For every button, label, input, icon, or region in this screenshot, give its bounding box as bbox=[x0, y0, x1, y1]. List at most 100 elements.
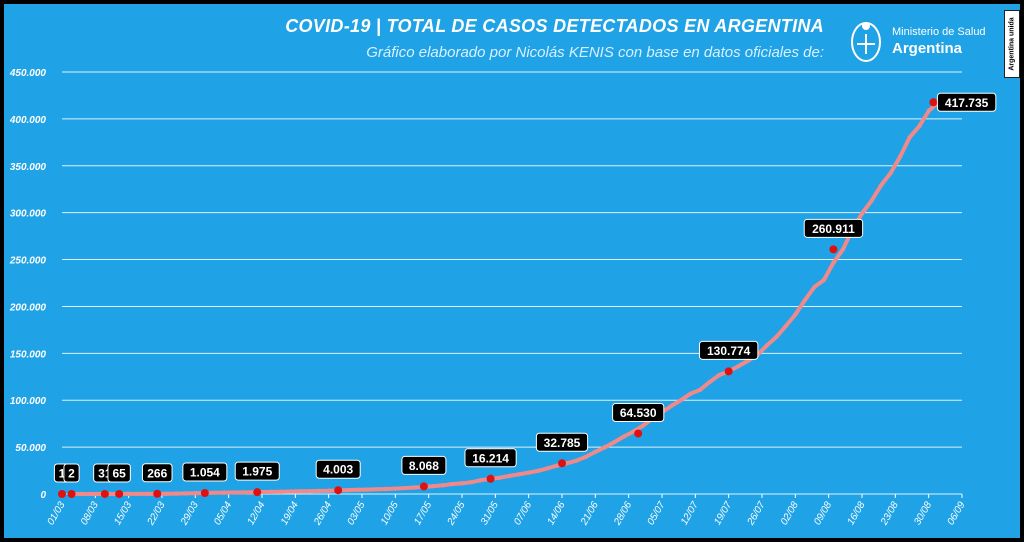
ministry-seal-icon bbox=[851, 22, 881, 62]
x-tick-label: 31/05 bbox=[479, 500, 501, 528]
marker-point bbox=[153, 489, 162, 498]
marker-point bbox=[419, 482, 428, 491]
series-point bbox=[907, 135, 912, 140]
series-point bbox=[593, 449, 598, 455]
data-label-text: 260.911 bbox=[812, 222, 855, 236]
series-point bbox=[793, 312, 798, 317]
series-point bbox=[469, 479, 474, 485]
y-tick-label: 150.000 bbox=[10, 349, 47, 360]
series-point bbox=[802, 297, 808, 303]
y-tick-label: 400.000 bbox=[9, 115, 47, 126]
series-layer bbox=[69, 100, 941, 497]
series-point bbox=[735, 364, 741, 369]
marker-point bbox=[558, 459, 566, 468]
x-tick-label: 06/09 bbox=[946, 500, 968, 528]
series-point bbox=[574, 458, 579, 463]
data-label-box bbox=[182, 462, 228, 482]
marker-point bbox=[634, 429, 643, 438]
series-point bbox=[78, 491, 84, 497]
data-label-text: 4.003 bbox=[323, 463, 353, 477]
series-point bbox=[355, 487, 360, 493]
y-tick-label: 250.000 bbox=[9, 256, 47, 267]
x-tick-label: 05/04 bbox=[212, 500, 234, 528]
y-tick-label: 50.000 bbox=[15, 443, 46, 454]
chart-subtitle: Gráfico elaborado por Nicolás KENIS con … bbox=[366, 44, 824, 61]
series-point bbox=[326, 488, 331, 493]
x-tick-label: 22/03 bbox=[145, 500, 168, 528]
series-point bbox=[812, 284, 817, 290]
series-point bbox=[431, 483, 436, 489]
y-axis-ticks: 0 50.000 100.000 150.000 200.000 250.000 300.0… bbox=[9, 68, 47, 501]
series-point bbox=[707, 379, 712, 385]
series-point bbox=[288, 489, 293, 494]
data-label-text: 8.068 bbox=[409, 459, 439, 473]
data-label-text: 1 bbox=[59, 466, 66, 480]
data-label-text: 32.785 bbox=[544, 436, 581, 450]
series-point bbox=[821, 277, 827, 283]
series-point bbox=[221, 490, 227, 495]
x-tick-label: 12/07 bbox=[679, 500, 701, 528]
y-tick-label: 100.000 bbox=[10, 396, 47, 407]
series-point bbox=[840, 247, 846, 252]
series-point bbox=[345, 487, 350, 493]
series-point bbox=[393, 486, 398, 491]
series-point bbox=[88, 491, 93, 497]
ministry-name: Ministerio de Salud bbox=[892, 26, 986, 38]
series-point bbox=[459, 481, 465, 486]
data-labels: 1 2 31 65 266 1.054 1.975 4.003 8.06816.21432.78… bbox=[53, 92, 997, 498]
series-point bbox=[402, 485, 408, 491]
series-point bbox=[364, 487, 369, 492]
data-label-text: 65 bbox=[112, 466, 126, 480]
chart-svg: 0 50.000 100.000 150.000 200.000 250.000 300.0… bbox=[9, 68, 997, 528]
data-label-box bbox=[315, 459, 361, 479]
series-point bbox=[688, 391, 693, 396]
x-tick-label: 28/06 bbox=[612, 500, 635, 528]
marker-point bbox=[67, 489, 76, 498]
data-label-text: 1.975 bbox=[242, 465, 272, 479]
x-tick-label: 12/04 bbox=[246, 500, 268, 528]
series-point bbox=[316, 488, 322, 494]
data-label-text: 417.735 bbox=[945, 96, 989, 110]
series-point bbox=[478, 478, 484, 483]
series-point bbox=[183, 491, 189, 496]
marker-point bbox=[100, 489, 109, 498]
x-tick-label: 19/04 bbox=[279, 500, 301, 528]
series-point bbox=[916, 124, 922, 129]
marker-point bbox=[486, 474, 495, 483]
marker-point bbox=[200, 489, 209, 498]
data-label-text: 1.054 bbox=[190, 466, 220, 480]
series-point bbox=[526, 470, 531, 475]
series-point bbox=[516, 472, 522, 477]
x-tick-label: 26/04 bbox=[312, 500, 335, 528]
series-point bbox=[231, 490, 236, 495]
x-tick-label: 01/03 bbox=[46, 500, 68, 528]
series-point bbox=[297, 489, 303, 494]
x-tick-label: 24/05 bbox=[445, 500, 468, 528]
series-point bbox=[145, 491, 150, 497]
x-tick-label: 15/03 bbox=[112, 500, 134, 528]
x-tick-label: 29/03 bbox=[178, 500, 201, 528]
marker-point bbox=[58, 489, 66, 498]
data-label-text: 64.530 bbox=[620, 406, 657, 420]
series-point bbox=[621, 434, 627, 439]
data-label-box bbox=[698, 340, 759, 360]
series-point bbox=[412, 485, 417, 490]
x-tick-label: 08/03 bbox=[79, 500, 101, 528]
chart-title: COVID-19 | TOTAL DE CASOS DETECTADOS EN … bbox=[285, 16, 824, 36]
x-tick-label: 16/08 bbox=[846, 500, 868, 528]
series-point bbox=[535, 468, 541, 473]
x-tick-label: 23/08 bbox=[878, 500, 901, 528]
marker-point bbox=[929, 98, 938, 107]
data-label-box bbox=[401, 455, 447, 475]
series-point bbox=[697, 387, 703, 392]
series-point bbox=[859, 211, 865, 216]
x-axis-ticks: 01/03 08/03 15/03 22/03 29/03 05/04 12/04 19/04… bbox=[46, 494, 968, 528]
grid-lines bbox=[62, 71, 962, 495]
series-point bbox=[240, 490, 246, 495]
argentina-unida-badge: Argentina unida bbox=[1004, 10, 1020, 78]
series-point bbox=[126, 491, 131, 497]
y-tick-label: 300.000 bbox=[10, 209, 47, 220]
data-label-box bbox=[464, 448, 517, 468]
x-tick-label: 02/08 bbox=[779, 500, 801, 528]
series-point bbox=[212, 490, 217, 496]
